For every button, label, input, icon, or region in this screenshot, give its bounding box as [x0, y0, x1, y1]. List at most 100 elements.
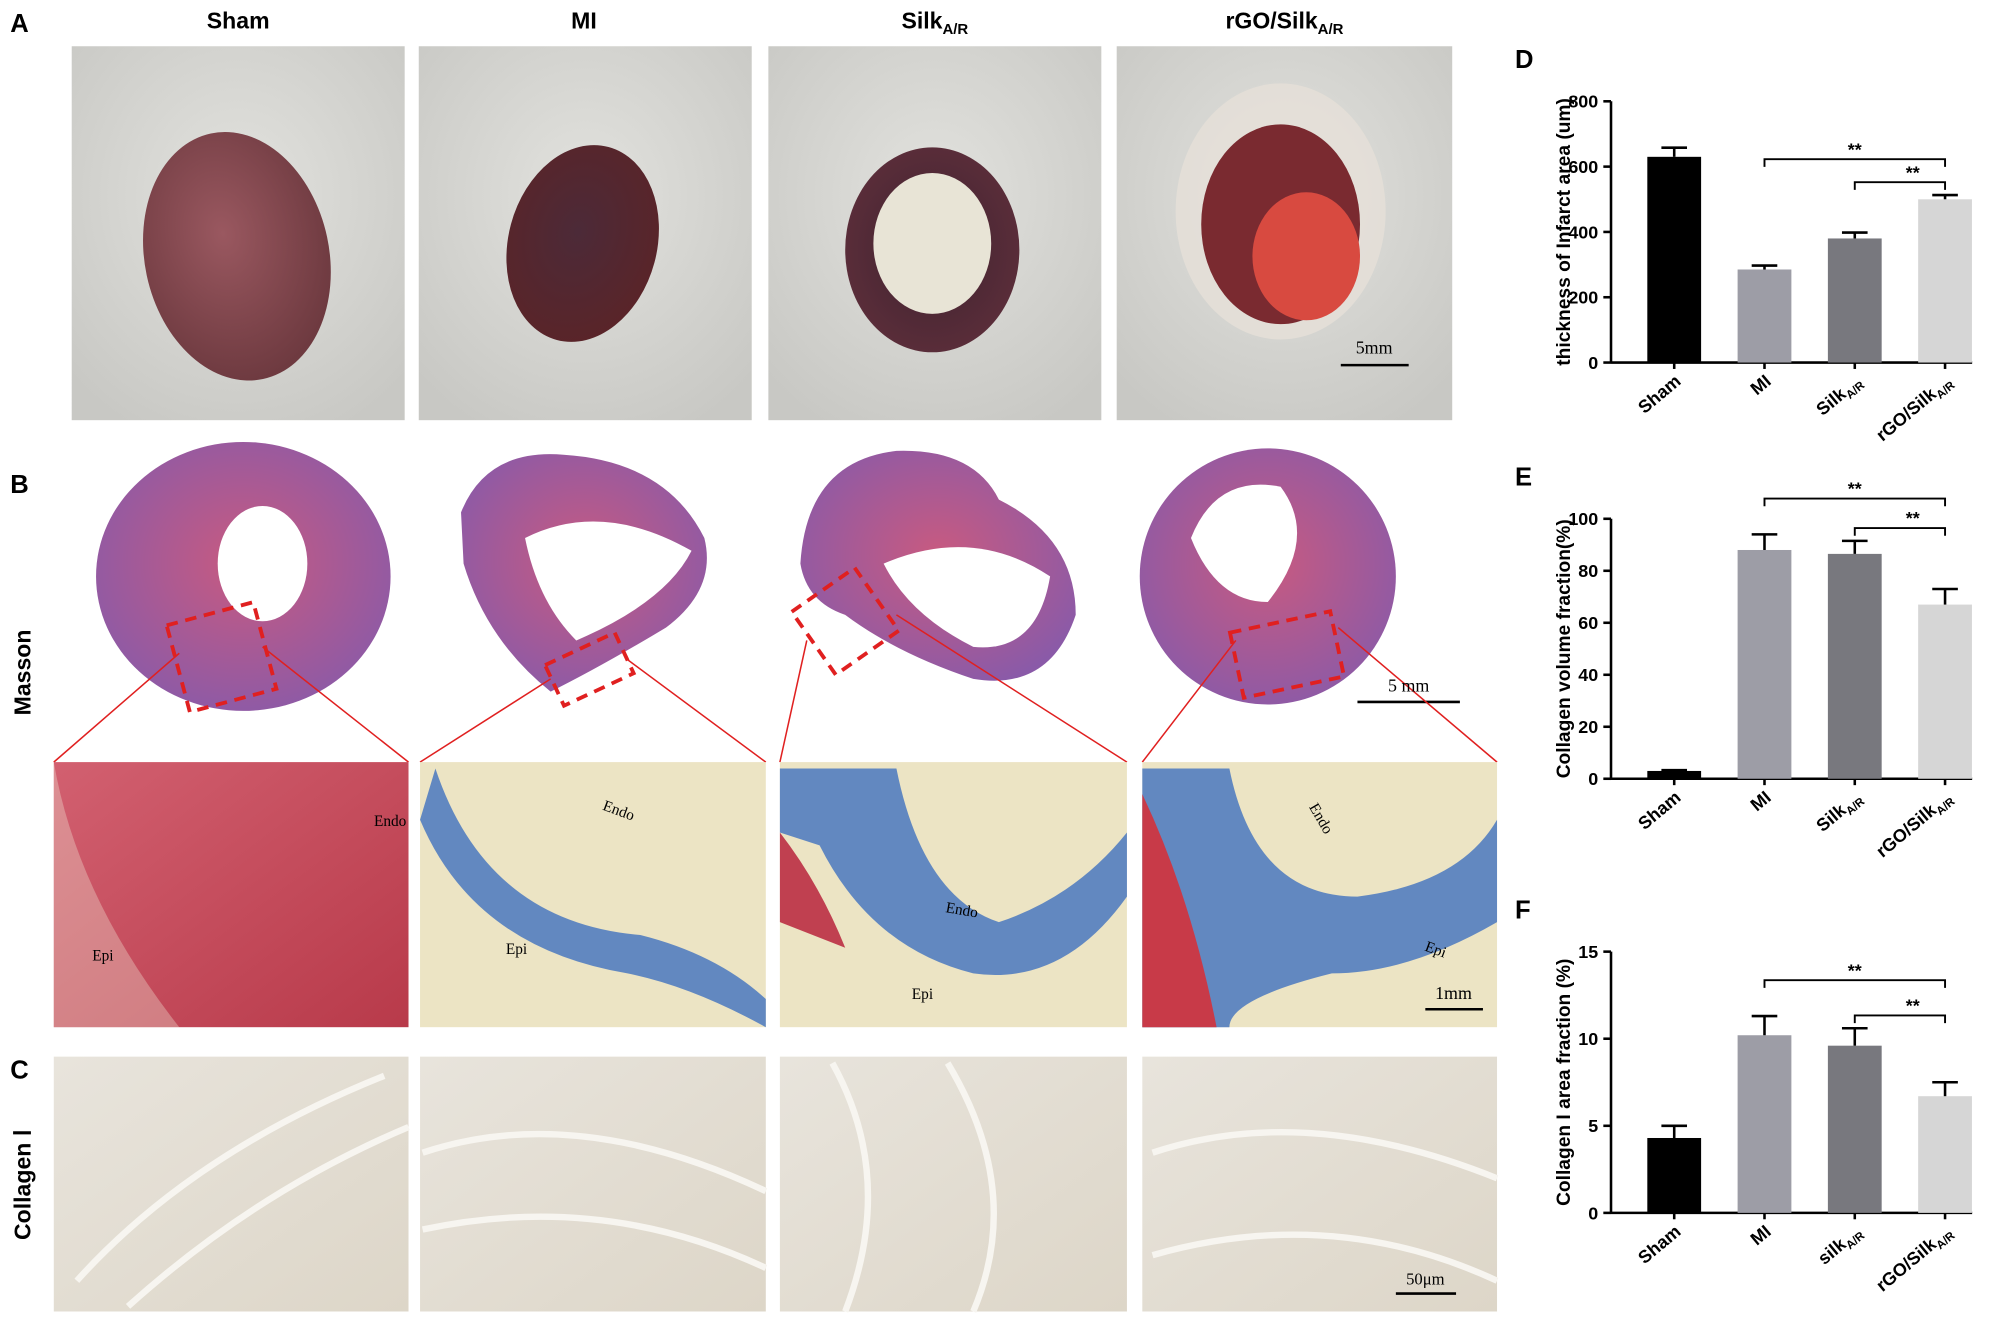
y-tick-label: 5 — [1588, 1116, 1598, 1136]
column-header-sub: A/R — [942, 21, 968, 38]
x-tick-label: rGO/SilkA/R — [1872, 1221, 1958, 1298]
column-header: SilkA/R — [901, 7, 968, 38]
bar — [1737, 1035, 1792, 1213]
labels: A B C Masson Collagen Ⅰ 5mm 5 mm 1mm 50μ… — [10, 10, 1472, 1288]
y-tick-label: 400 — [1568, 222, 1598, 242]
y-tick-label: 80 — [1578, 561, 1598, 581]
x-tick-label-base: Silk — [1812, 800, 1849, 836]
panel-label: E — [1515, 463, 1532, 491]
tissue-label: Epi — [92, 948, 113, 965]
images — [53, 46, 1499, 1313]
x-tick-label-base: rGO/Silk — [1872, 1234, 1940, 1295]
column-header-sub: A/R — [1318, 21, 1344, 38]
x-tick-label: SilkA/R — [1812, 787, 1867, 839]
panel-label: C — [10, 1056, 29, 1084]
x-tick-label-base: rGO/Silk — [1872, 800, 1940, 861]
x-tick-label-base: silk — [1814, 1234, 1850, 1269]
scale-label: 5 mm — [1388, 676, 1429, 696]
bar — [1918, 604, 1972, 779]
ihc-image — [779, 1056, 1127, 1312]
row-label: Masson — [10, 630, 36, 716]
heart — [506, 145, 659, 342]
zoom-image — [53, 762, 409, 1028]
significance-label: ** — [1906, 162, 1920, 182]
bar — [1827, 238, 1882, 363]
bar — [1918, 199, 1972, 363]
tissue-label: Epi — [506, 941, 527, 958]
y-axis-title: Collagen volume fraction(%) — [1554, 519, 1575, 778]
y-axis-title: thickness of Infarct area (um) — [1554, 98, 1575, 366]
panel-label: A — [10, 10, 29, 38]
y-tick-label: 0 — [1588, 353, 1598, 373]
x-tick-label: Sham — [1634, 371, 1684, 418]
texture — [53, 762, 180, 1028]
lumen — [883, 547, 1051, 648]
x-tick-label: MI — [1747, 1221, 1775, 1249]
roi — [1227, 609, 1347, 701]
y-tick-label: 0 — [1588, 769, 1598, 789]
row-label: Collagen Ⅰ — [10, 1129, 36, 1240]
x-tick-label: MI — [1747, 371, 1775, 399]
lumen — [525, 521, 692, 641]
significance-label: ** — [1848, 960, 1862, 980]
bar — [1647, 770, 1702, 779]
column-header: Sham — [207, 7, 270, 33]
ihc-image — [1142, 1056, 1498, 1312]
y-tick-label: 800 — [1568, 92, 1598, 112]
tissue — [1142, 768, 1498, 1028]
roi — [789, 565, 902, 678]
fiber-texture — [74, 1061, 1499, 1313]
y-tick-label: 0 — [1588, 1203, 1598, 1223]
x-tick-label: rGO/SilkA/R — [1872, 787, 1958, 864]
significance-bracket — [1763, 497, 1947, 507]
y-tick-label: 100 — [1568, 509, 1598, 529]
bar — [1647, 156, 1702, 363]
ihc-image — [420, 1056, 766, 1312]
significance-label: ** — [1906, 996, 1920, 1016]
bar — [1647, 1137, 1702, 1213]
column-header-base: Silk — [901, 7, 942, 33]
roi — [164, 599, 279, 715]
tissue — [779, 768, 1127, 976]
zoom-lines — [53, 614, 1498, 763]
bar — [1827, 553, 1882, 779]
significance-label: ** — [1906, 508, 1920, 528]
significance-bracket — [1853, 1014, 1947, 1024]
bar — [1737, 549, 1792, 779]
y-tick-label: 15 — [1578, 942, 1598, 962]
significance-bracket — [1853, 527, 1947, 536]
scale-label: 1mm — [1435, 983, 1472, 1003]
significance-label: ** — [1848, 139, 1862, 159]
y-axis-title: Collagen I area fraction (%) — [1554, 959, 1575, 1206]
significance-bracket — [1853, 181, 1947, 190]
y-tick-label: 40 — [1578, 665, 1598, 685]
tissue-label: Endo — [374, 813, 407, 830]
x-tick-label-base: rGO/Silk — [1872, 384, 1940, 445]
tissue — [779, 832, 846, 948]
significance-label: ** — [1848, 479, 1862, 499]
significance-bracket — [1763, 158, 1947, 167]
column-header: MI — [571, 7, 597, 33]
x-tick-label: Sham — [1634, 787, 1684, 834]
tissue — [420, 768, 766, 1028]
tissue-label: Epi — [912, 986, 933, 1003]
panel-label: D — [1515, 46, 1534, 74]
bar — [1918, 1096, 1972, 1213]
x-tick-label: rGO/SilkA/R — [1872, 370, 1958, 447]
x-tick-label: Sham — [1634, 1221, 1684, 1268]
scaffold — [873, 173, 992, 314]
column-header-base: rGO/Silk — [1225, 7, 1317, 33]
bar — [1827, 1045, 1882, 1213]
scale-label: 50μm — [1406, 1270, 1445, 1289]
ihc-image — [53, 1056, 409, 1312]
tissue-label: Endo — [944, 899, 979, 921]
tissue-label: Epi — [1423, 938, 1449, 961]
y-tick-label: 600 — [1568, 157, 1598, 177]
y-tick-label: 200 — [1568, 288, 1598, 308]
scale-label: 5mm — [1356, 338, 1393, 358]
x-tick-label: SilkA/R — [1812, 370, 1867, 422]
heart — [143, 132, 331, 381]
y-tick-label: 20 — [1578, 717, 1598, 737]
